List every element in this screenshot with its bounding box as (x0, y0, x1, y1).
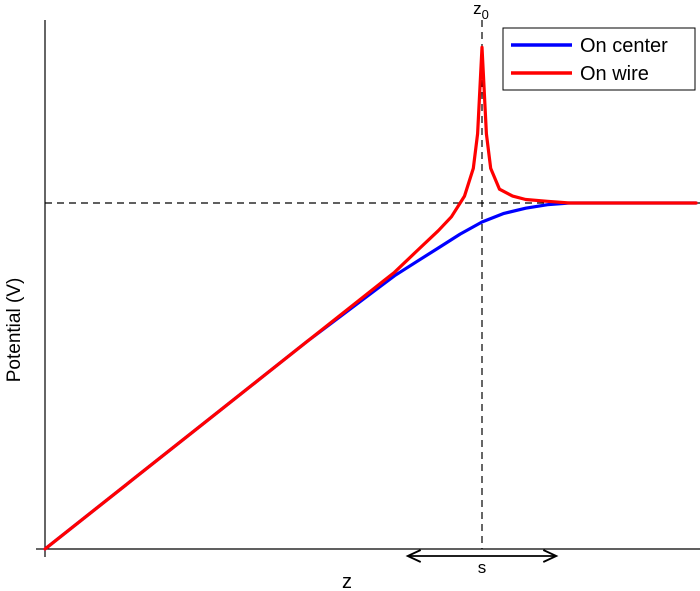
series-line-on-wire (43, 45, 698, 551)
legend-label-on-center: On center (580, 35, 668, 57)
y-axis-label: Potential (V) (4, 278, 25, 383)
series-layer (43, 45, 698, 551)
legend-box (502, 27, 696, 91)
s-arrow (405, 549, 559, 563)
series-line-on-center (43, 201, 698, 551)
legend-label-on-wire: On wire (580, 63, 649, 85)
s-label: s (478, 558, 487, 577)
x-axis-label: z (342, 571, 352, 591)
legend: On center On wire (502, 27, 696, 91)
s-arrow-head-left (405, 549, 422, 563)
z0-label: z0 (473, 0, 489, 22)
s-arrow-head-right (542, 549, 559, 563)
